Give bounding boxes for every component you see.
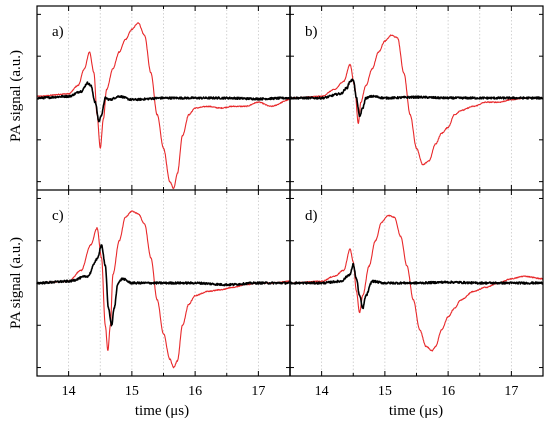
panel-label: b): [305, 24, 318, 40]
x-axis-title-right: time (μs): [389, 403, 443, 419]
panel-1: b): [289, 6, 544, 190]
panel-label: c): [52, 208, 64, 224]
panel-0: a): [36, 6, 291, 190]
x-tick-label: 14: [315, 384, 329, 399]
panel-label: d): [305, 208, 318, 224]
x-tick-label: 16: [188, 384, 202, 399]
y-axis-title-bottom: PA signal (a.u.): [8, 237, 24, 329]
axes-layer: [36, 5, 544, 377]
x-tick-label: 15: [125, 384, 139, 399]
panels-layer: a) b) c) 14 15 16 17 d) 14 15 16 17: [36, 6, 544, 399]
panel-2: c) 14 15 16 17: [36, 190, 291, 399]
x-tick-label: 17: [251, 384, 265, 399]
panel-label: a): [52, 24, 64, 40]
series-line-black: [36, 81, 291, 123]
x-tick-label: 17: [504, 384, 518, 399]
series-line-black: [289, 262, 544, 310]
x-tick-label: 14: [62, 384, 76, 399]
panel-3: d) 14 15 16 17: [289, 190, 544, 399]
series-line-black: [289, 78, 544, 118]
series-line-red: [36, 22, 290, 190]
series-line-red: [36, 210, 291, 369]
series-line-black: [36, 244, 291, 327]
y-axis-title-top: PA signal (a.u.): [8, 50, 24, 142]
x-axis-title-left: time (μs): [135, 403, 189, 419]
series-line-red: [289, 34, 544, 166]
x-tick-label: 16: [441, 384, 455, 399]
x-tick-label: 15: [378, 384, 392, 399]
